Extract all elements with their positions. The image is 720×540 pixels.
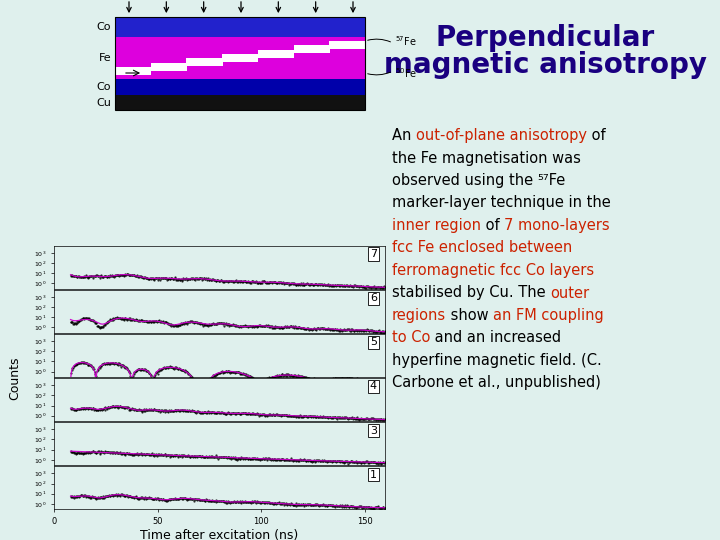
Text: 7 mono-layers: 7 mono-layers [504, 218, 610, 233]
Text: hyperfine magnetic field. (C.: hyperfine magnetic field. (C. [392, 353, 602, 368]
Text: marker-layer technique in the: marker-layer technique in the [392, 195, 611, 211]
Text: An: An [392, 128, 416, 143]
Text: 3: 3 [370, 426, 377, 436]
Text: of: of [587, 128, 606, 143]
Text: 1: 1 [370, 470, 377, 480]
Text: and an increased: and an increased [431, 330, 562, 346]
Bar [294, 45, 330, 53]
Bar [150, 63, 187, 71]
Text: stabilised by Cu. The: stabilised by Cu. The [392, 286, 550, 300]
Bar [186, 58, 222, 66]
Text: ⁵⁷Fe: ⁵⁷Fe [538, 173, 566, 188]
Bar [115, 17, 365, 37]
Bar [258, 50, 294, 58]
Text: Cu: Cu [96, 98, 111, 107]
Text: Carbone et al., unpublished): Carbone et al., unpublished) [392, 375, 601, 390]
Text: $^{57}$Fe: $^{57}$Fe [395, 34, 417, 48]
Text: Co: Co [96, 22, 111, 32]
Text: the Fe magnetisation was: the Fe magnetisation was [392, 151, 581, 165]
Text: show: show [446, 308, 493, 323]
Bar [115, 37, 365, 79]
Text: outer: outer [550, 286, 590, 300]
Bar [329, 41, 366, 49]
Text: 7: 7 [370, 249, 377, 259]
Text: 5: 5 [370, 338, 377, 347]
Text: Counts: Counts [8, 356, 21, 400]
Text: observed using the: observed using the [392, 173, 538, 188]
Text: Perpendicular: Perpendicular [436, 24, 654, 52]
Text: inner region: inner region [392, 218, 481, 233]
Text: magnetic anisotropy: magnetic anisotropy [384, 51, 706, 79]
Text: out-of-plane anisotropy: out-of-plane anisotropy [416, 128, 587, 143]
Text: to Co: to Co [392, 330, 431, 346]
Text: an FM coupling: an FM coupling [493, 308, 604, 323]
Bar [115, 95, 365, 110]
Bar [115, 67, 151, 75]
Text: $^{50}$Fe: $^{50}$Fe [395, 66, 417, 80]
Text: 6: 6 [370, 293, 377, 303]
X-axis label: Time after excitation (ns): Time after excitation (ns) [140, 529, 299, 540]
Text: regions: regions [392, 308, 446, 323]
Text: ferromagnetic fcc Co layers: ferromagnetic fcc Co layers [392, 263, 594, 278]
Text: Co: Co [96, 82, 111, 92]
Bar [222, 54, 258, 62]
Bar [115, 17, 365, 110]
Text: fcc Fe enclosed between: fcc Fe enclosed between [392, 240, 572, 255]
Text: Fe: Fe [99, 53, 111, 63]
Bar [115, 79, 365, 95]
Text: of: of [481, 218, 504, 233]
Text: 4: 4 [370, 381, 377, 391]
